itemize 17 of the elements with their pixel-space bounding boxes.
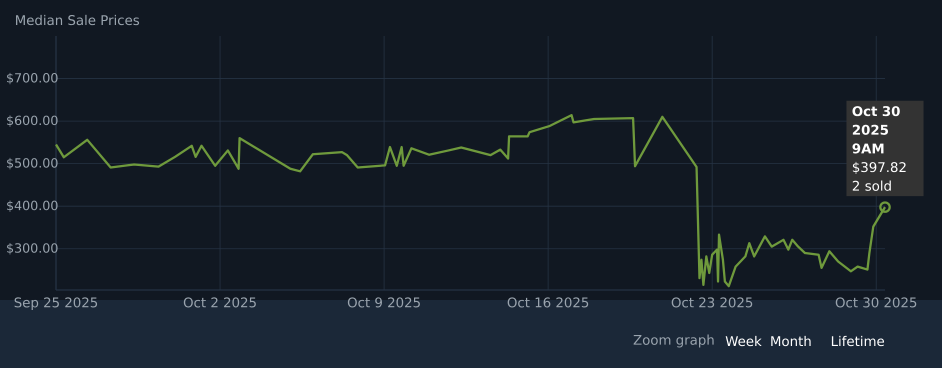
y-tick-label: $700.00: [7, 72, 58, 84]
chart-title: Median Sale Prices: [16, 14, 140, 26]
y-tick-label: $300.00: [7, 242, 58, 254]
x-tick-label: Oct 16 2025: [508, 297, 588, 308]
text: Month: [771, 336, 811, 346]
x-tick-label: Sep 25 2025: [14, 297, 98, 310]
text: Lifetime: [832, 336, 884, 346]
annotation: Oct 30 2025 9AM $397.82 2 sold: [852, 106, 906, 191]
x-tick-label: Oct 30 2025: [836, 297, 916, 308]
y-tick-label: $400.00: [7, 200, 58, 212]
x-tick-label: Oct 9 2025: [348, 297, 420, 308]
x-tick-label: Oct 2 2025: [184, 297, 256, 308]
y-tick-label: $600.00: [7, 115, 58, 127]
x-tick-label: Oct 23 2025: [672, 297, 752, 308]
text: Zoom graph: [634, 334, 714, 348]
y-tick-label: $500.00: [7, 158, 58, 170]
text: Week: [726, 336, 762, 346]
